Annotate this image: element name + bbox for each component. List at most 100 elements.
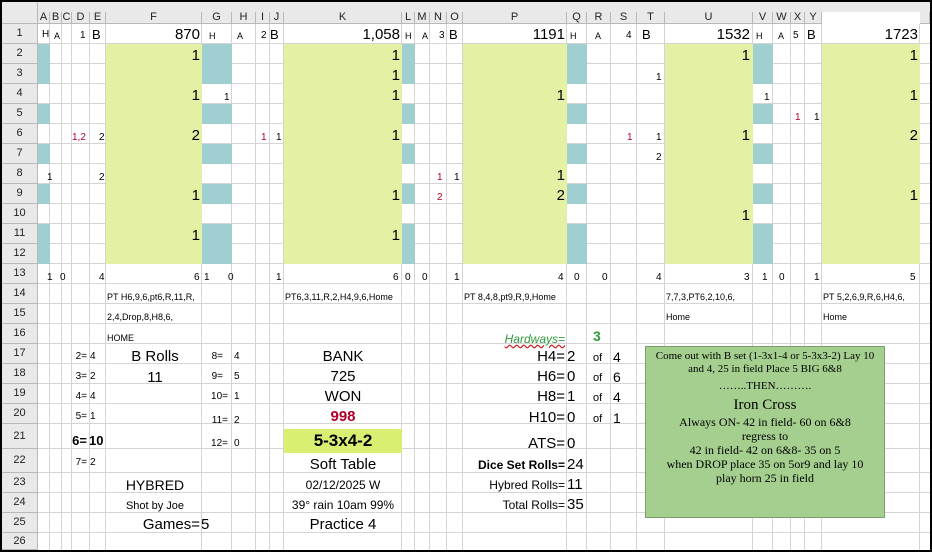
cell-l13[interactable]: 0 <box>422 272 428 283</box>
table-type[interactable]: Soft Table <box>309 456 377 473</box>
column-header-a[interactable]: A <box>38 12 50 24</box>
cell-o1[interactable]: 1191 <box>532 26 565 43</box>
column-header-s[interactable]: S <box>611 12 637 24</box>
cell-g13[interactable]: 0 <box>228 272 234 283</box>
column-header-j[interactable]: J <box>270 12 284 24</box>
row-header-20[interactable]: 20 <box>2 404 38 424</box>
row-header-8[interactable]: 8 <box>2 164 38 184</box>
cell-g1[interactable]: A <box>237 31 244 41</box>
cell-b13[interactable]: 0 <box>60 272 66 283</box>
roll-label-2[interactable]: 2= <box>75 351 87 362</box>
roll-label-4[interactable]: 4= <box>75 391 87 402</box>
cell-s7[interactable]: 2 <box>656 152 662 163</box>
strategy-note[interactable]: Come out with B set (1-3x1-4 or 5-3x3-2)… <box>645 346 885 518</box>
b-rolls-label[interactable]: B Rolls <box>131 348 179 365</box>
roll-value-4[interactable]: 4 <box>90 391 96 402</box>
roll-label-12[interactable]: 12= <box>211 438 228 449</box>
roll-label-10[interactable]: 10= <box>211 391 228 402</box>
column-header-f[interactable]: F <box>106 12 202 24</box>
cell-e6[interactable]: 2 <box>191 127 200 144</box>
cell-u13[interactable]: 1 <box>762 272 768 283</box>
cell-t6[interactable]: 1 <box>741 127 750 144</box>
h4-max[interactable]: 4 <box>613 349 621 365</box>
row-header-22[interactable]: 22 <box>2 449 38 473</box>
row-header-26[interactable]: 26 <box>2 533 38 550</box>
cell-w1[interactable]: 5 <box>793 30 799 41</box>
cell-y2[interactable]: 1 <box>909 47 918 64</box>
row-header-12[interactable]: 12 <box>2 244 38 264</box>
set-name[interactable]: 5-3x4-2 <box>313 431 373 450</box>
column-header-l[interactable]: L <box>402 12 415 24</box>
cell-d1[interactable]: B <box>92 27 101 42</box>
cell-t10[interactable]: 1 <box>741 207 750 224</box>
roll-value-8[interactable]: 4 <box>234 351 240 362</box>
cell-f13[interactable]: 1 <box>204 272 210 283</box>
session-date[interactable]: 02/12/2025 W <box>305 478 381 492</box>
total-rolls-value[interactable]: 35 <box>567 496 584 513</box>
weather[interactable]: 39° rain 10am 99% <box>291 498 395 512</box>
notes-g5-line2[interactable]: Home <box>823 312 848 322</box>
notes-g5-line1[interactable]: PT 5,2,6,9,R,6,H4,6, <box>823 292 905 302</box>
roll-value-7[interactable]: 2 <box>90 457 96 468</box>
column-header-q[interactable]: Q <box>567 12 587 24</box>
row-header-7[interactable]: 7 <box>2 144 38 164</box>
cell-x5[interactable]: 1 <box>814 112 820 123</box>
cell-m1[interactable]: 3 <box>439 30 445 41</box>
column-header-g[interactable]: G <box>202 12 232 24</box>
cell-k13[interactable]: 0 <box>405 272 411 283</box>
row-header-16[interactable]: 16 <box>2 324 38 344</box>
cell-s13[interactable]: 4 <box>656 272 662 283</box>
h8-value[interactable]: 1 <box>567 388 576 405</box>
cell-y6[interactable]: 2 <box>909 127 918 144</box>
column-header-h[interactable]: H <box>232 12 256 24</box>
h6-max[interactable]: 6 <box>613 369 621 385</box>
roll-value-10[interactable]: 1 <box>234 391 240 402</box>
hardways-value[interactable]: 3 <box>593 328 601 344</box>
row-header-2[interactable]: 2 <box>2 44 38 64</box>
cell-a13[interactable]: 1 <box>47 272 53 283</box>
cell-o9[interactable]: 2 <box>556 187 565 204</box>
row-header-23[interactable]: 23 <box>2 473 38 493</box>
row-header-21[interactable]: 21 <box>2 424 38 449</box>
cell-n8[interactable]: 1 <box>454 172 460 183</box>
cell-j13[interactable]: 6 <box>393 272 399 283</box>
ats-label[interactable]: ATS= <box>528 435 565 452</box>
row-header-19[interactable]: 19 <box>2 384 38 404</box>
cell-m8[interactable]: 1 <box>437 172 443 183</box>
row-header-11[interactable]: 11 <box>2 224 38 244</box>
practice-label[interactable]: Practice 4 <box>309 516 377 533</box>
cell-x13[interactable]: 1 <box>814 272 820 283</box>
column-header-x[interactable]: X <box>791 12 805 24</box>
cell-q1[interactable]: A <box>595 31 602 41</box>
cell-j3[interactable]: 1 <box>391 67 400 84</box>
roll-label-8[interactable]: 8= <box>211 351 223 362</box>
cell-d13[interactable]: 4 <box>99 272 105 283</box>
column-header-d[interactable]: D <box>72 12 90 24</box>
column-header-p[interactable]: P <box>463 12 567 24</box>
column-header-o[interactable]: O <box>447 12 463 24</box>
cell-u4[interactable]: 1 <box>764 92 770 103</box>
won-label[interactable]: WON <box>324 388 362 405</box>
won-value[interactable]: 998 <box>330 408 356 425</box>
bank-label[interactable]: BANK <box>322 348 364 365</box>
row-header-6[interactable]: 6 <box>2 124 38 144</box>
row-header-9[interactable]: 9 <box>2 184 38 204</box>
cell-y1[interactable]: 1723 <box>884 26 918 43</box>
cell-s1[interactable]: B <box>642 27 651 42</box>
cell-x1[interactable]: B <box>807 27 816 42</box>
dice-set-rolls-value[interactable]: 24 <box>567 456 584 473</box>
shot-by[interactable]: Shot by Joe <box>125 500 185 512</box>
row-header-3[interactable]: 3 <box>2 64 38 84</box>
games-value[interactable]: 5 <box>201 516 210 533</box>
roll-label-5[interactable]: 5= <box>75 411 87 422</box>
ats-value[interactable]: 0 <box>567 435 576 452</box>
bank-value[interactable]: 725 <box>330 368 356 385</box>
column-header-b[interactable]: B <box>50 12 62 24</box>
cell-i1[interactable]: B <box>270 27 279 42</box>
notes-g4-line1[interactable]: 7,7,3,PT6,2,10,6, <box>666 292 736 302</box>
cell-i6[interactable]: 1 <box>276 132 282 143</box>
row-header-17[interactable]: 17 <box>2 344 38 364</box>
column-header-n[interactable]: N <box>430 12 447 24</box>
h10-max[interactable]: 1 <box>613 410 621 426</box>
roll-label-11[interactable]: 11= <box>211 415 228 426</box>
